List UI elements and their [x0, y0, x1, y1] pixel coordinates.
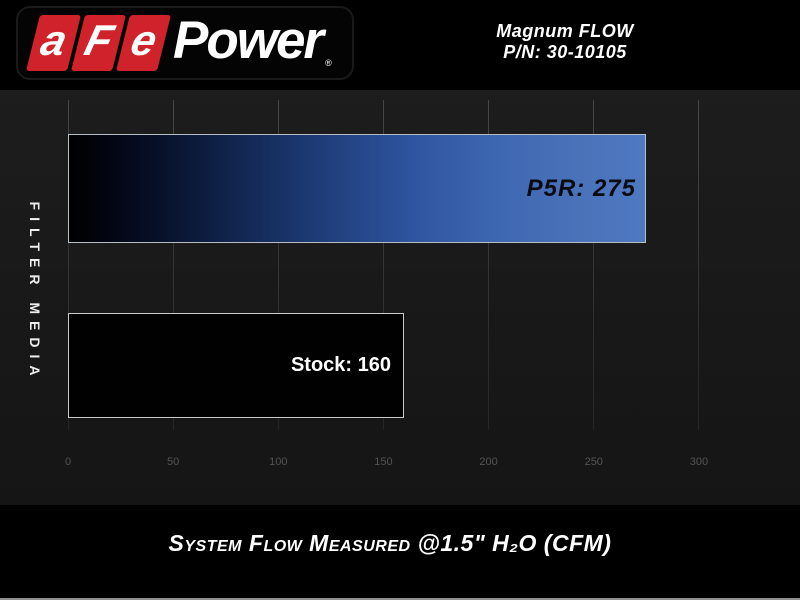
- y-axis-label: FILTER MEDIA: [27, 201, 43, 383]
- gridline: [172, 100, 174, 430]
- product-title: Magnum FLOW P/N: 30-10105: [430, 21, 700, 63]
- x-tick-label: 300: [689, 456, 709, 468]
- product-name: Magnum FLOW: [496, 21, 634, 41]
- bar-value-label: P5R: 275: [526, 174, 636, 202]
- gridline: [382, 100, 384, 430]
- x-tick-label: 50: [167, 456, 180, 468]
- logo-letter: a: [36, 17, 72, 65]
- logo-letter: F: [79, 17, 119, 65]
- gridline: [488, 100, 490, 430]
- x-tick-label: 200: [479, 456, 498, 468]
- gridline: [593, 100, 595, 430]
- x-tick-label: 100: [269, 456, 288, 468]
- part-number: P/N: 30-10105: [503, 42, 627, 62]
- gridline: [67, 100, 69, 430]
- logo-letter: e: [126, 17, 162, 65]
- gridline: [698, 100, 700, 430]
- plot-area: P5R: 275 Stock: 160: [0, 90, 800, 505]
- bar-p5r: P5R: 275: [68, 134, 646, 243]
- logo-wordmark: Power: [173, 11, 324, 70]
- x-tick-label: 250: [584, 456, 603, 468]
- bar-value-label: Stock: 160: [290, 354, 391, 376]
- gridline: [277, 100, 279, 430]
- x-axis-caption: System Flow Measured @1.5" H₂O (CFM): [168, 530, 612, 556]
- logo-tile-e: e: [116, 15, 171, 71]
- bottom-edge-line: [0, 598, 800, 600]
- x-tick-label: 150: [374, 456, 393, 468]
- registered-trademark-icon: ®: [325, 58, 332, 68]
- afe-power-logo: a F e Power ®: [16, 6, 354, 80]
- logo-letter-tiles: a F e: [26, 15, 171, 71]
- x-tick-label: 0: [64, 456, 72, 468]
- bar-stock: Stock: 160: [68, 313, 404, 418]
- x-axis: 0 50 100 150 200 250 300: [0, 456, 800, 472]
